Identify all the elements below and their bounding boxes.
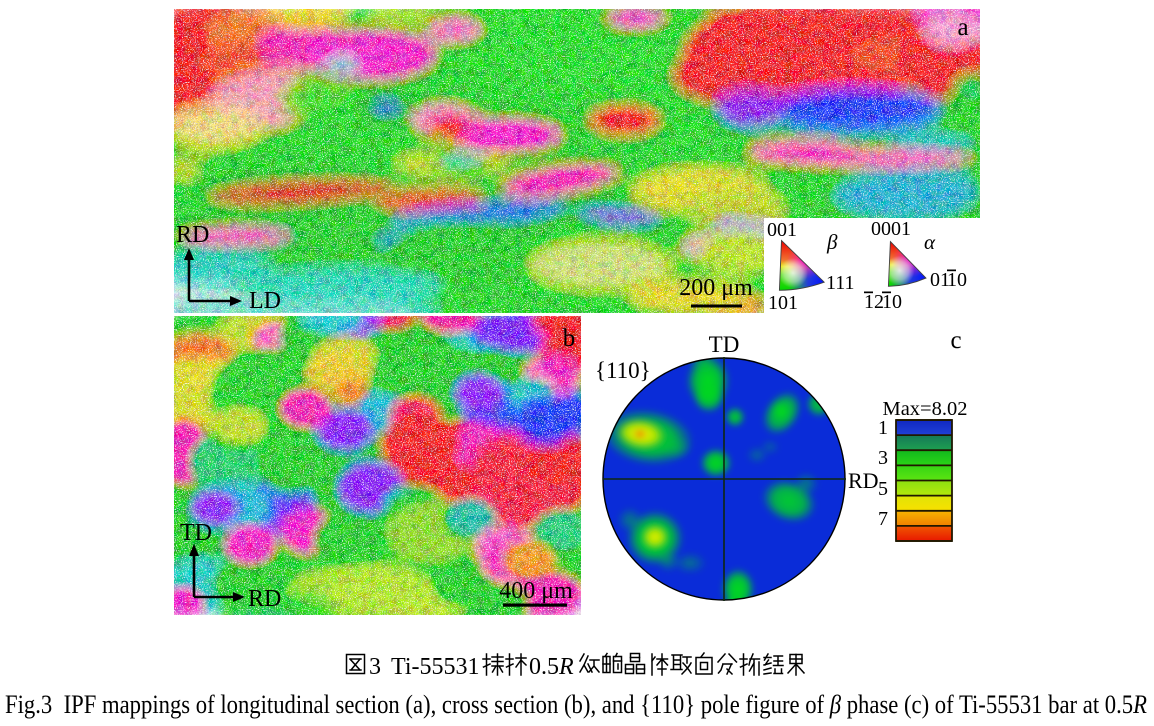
svg-text:c: c — [950, 327, 961, 354]
svg-text:β: β — [826, 230, 838, 254]
svg-text:RD: RD — [176, 222, 209, 248]
svg-text:TD: TD — [709, 332, 740, 357]
svg-text:10: 10 — [882, 291, 902, 313]
svg-text:12: 12 — [864, 291, 884, 313]
svg-text:RD: RD — [848, 468, 879, 493]
svg-text:{110}: {110} — [595, 358, 651, 383]
svg-text:LD: LD — [249, 288, 281, 314]
svg-text:200 μm: 200 μm — [679, 275, 753, 301]
svg-text:3: 3 — [369, 654, 381, 680]
svg-text:01: 01 — [930, 269, 950, 291]
svg-text:1: 1 — [878, 417, 888, 439]
svg-text:111: 111 — [826, 272, 855, 294]
svg-text:α: α — [924, 230, 936, 254]
svg-text:001: 001 — [767, 219, 797, 241]
svg-text:Max=8.02: Max=8.02 — [882, 398, 967, 420]
svg-text:7: 7 — [878, 508, 888, 530]
svg-text:5: 5 — [878, 478, 888, 500]
svg-text:RD: RD — [248, 586, 281, 612]
svg-text:101: 101 — [768, 292, 798, 314]
svg-text:Fig.3 IPF mappings of longitu: Fig.3 IPF mappings of longitudinal secti… — [5, 690, 1147, 719]
svg-text:b: b — [563, 325, 576, 352]
svg-text:0001: 0001 — [871, 218, 911, 240]
svg-text:3: 3 — [878, 447, 888, 469]
svg-text:10: 10 — [947, 269, 967, 291]
svg-text:0.5R: 0.5R — [529, 654, 574, 680]
svg-text:a: a — [957, 14, 968, 41]
svg-text:400 μm: 400 μm — [499, 578, 573, 604]
svg-text:TD: TD — [180, 520, 212, 546]
svg-text:Ti-55531: Ti-55531 — [391, 654, 479, 680]
